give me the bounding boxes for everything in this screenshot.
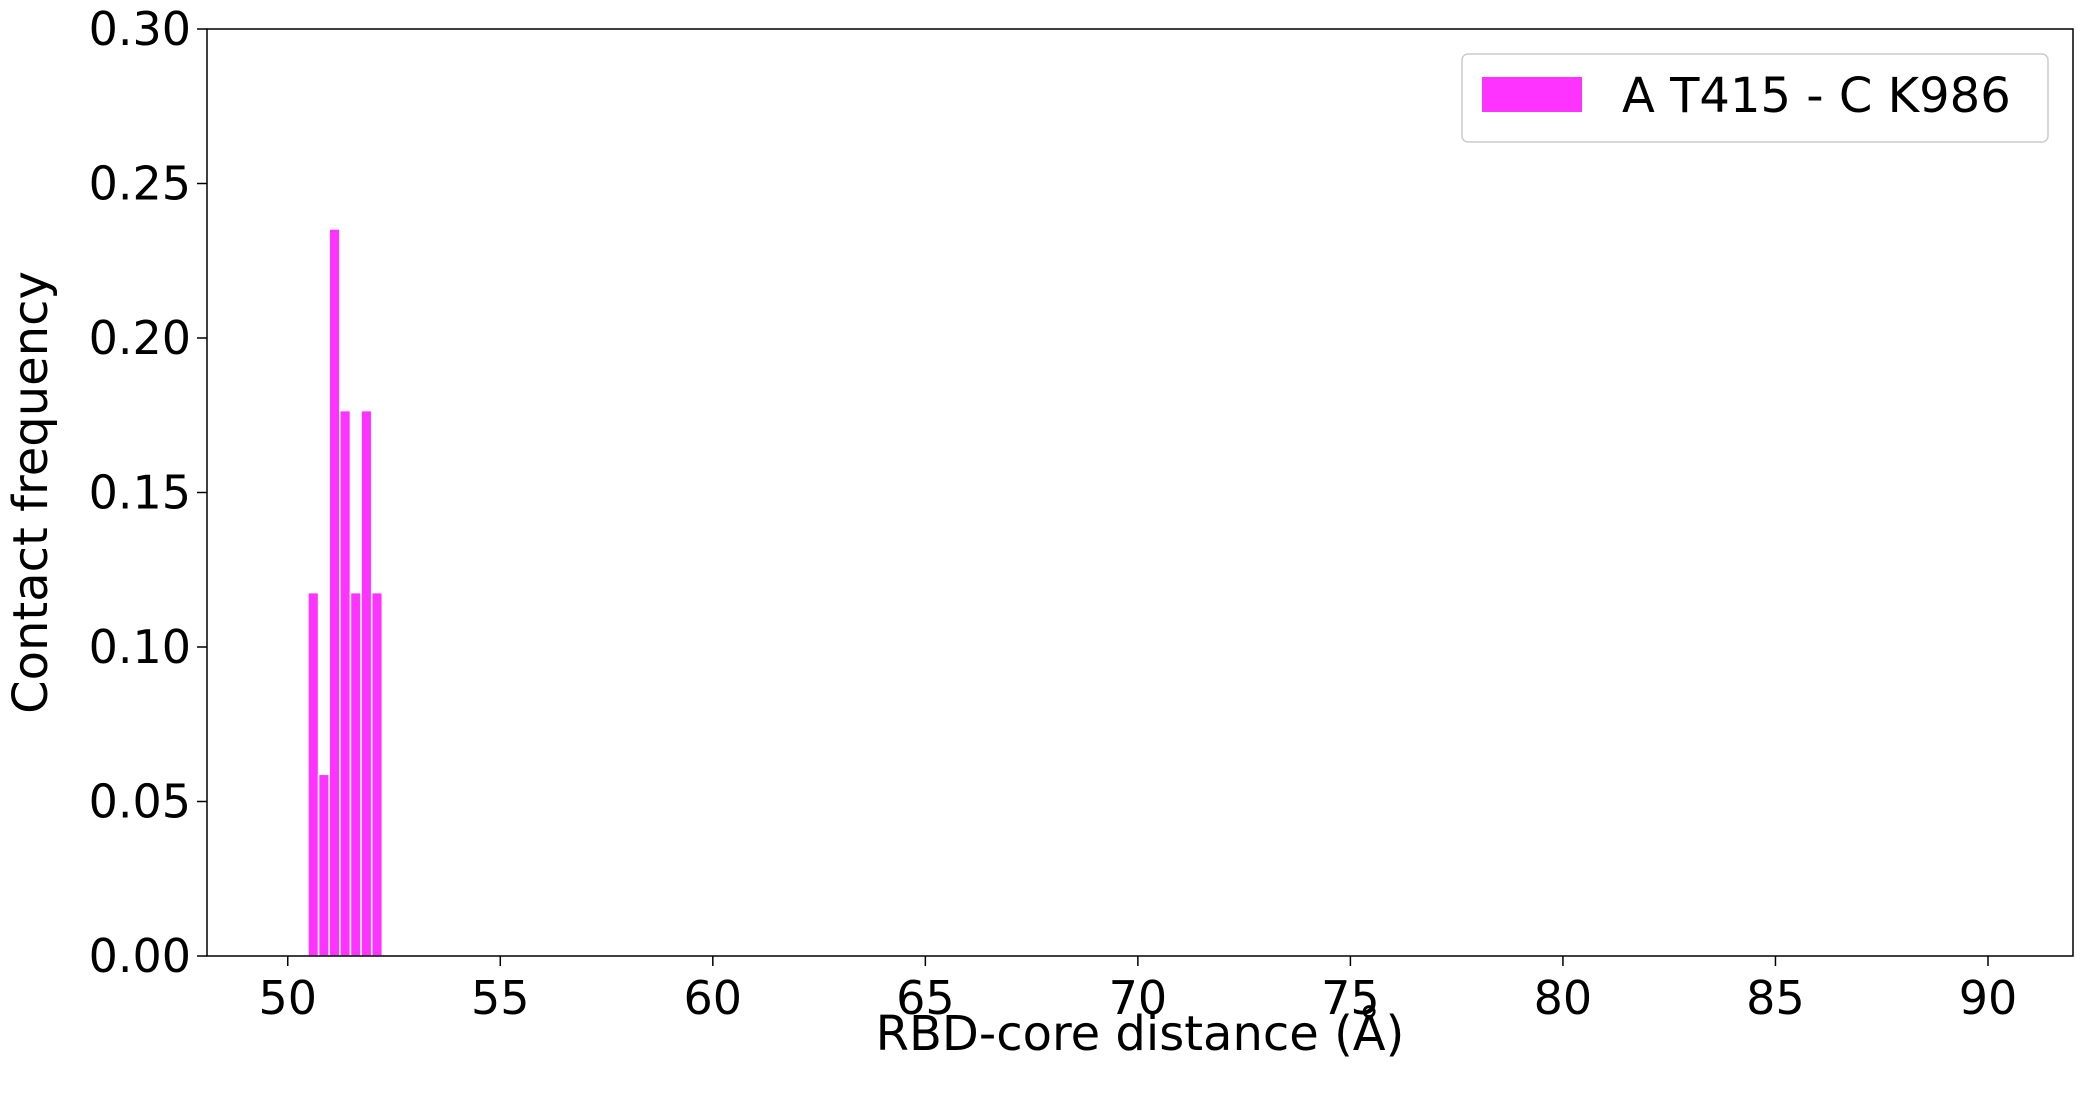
- bar: [360, 409, 373, 957]
- x-tick-label: 80: [1534, 971, 1593, 1025]
- bar: [339, 409, 352, 957]
- y-tick-label: 0.20: [89, 311, 191, 365]
- bar: [370, 591, 384, 957]
- bar: [328, 228, 341, 957]
- x-tick-label: 60: [684, 971, 743, 1025]
- x-tick-label: 90: [1959, 971, 2018, 1025]
- y-tick-label: 0.10: [89, 620, 191, 674]
- x-tick-label: 75: [1321, 971, 1380, 1025]
- y-tick-label: 0.00: [89, 929, 191, 983]
- x-tick-label: 55: [471, 971, 530, 1025]
- legend-box: [1461, 53, 2049, 143]
- x-tick-label: 50: [258, 971, 317, 1025]
- x-tick-label: 85: [1746, 971, 1805, 1025]
- legend-label: A T415 - C K986: [1622, 68, 2011, 124]
- x-tick-label: 70: [1109, 971, 1168, 1025]
- y-tick-label: 0.30: [89, 2, 191, 56]
- x-axis-label: RBD-core distance (Å): [876, 1005, 1405, 1062]
- legend: A T415 - C K986: [1461, 53, 2049, 143]
- x-tick-label: 65: [896, 971, 955, 1025]
- bar: [307, 591, 320, 957]
- y-tick-label: 0.25: [89, 157, 191, 211]
- legend-swatch: [1482, 77, 1582, 112]
- x-axis-ticks: 50 55 60 65 70 75 80 85 90: [258, 956, 2017, 1025]
- bar: [317, 773, 330, 957]
- y-tick-label: 0.15: [89, 466, 191, 520]
- bar: [349, 591, 362, 957]
- y-axis-ticks: 0.00 0.05 0.10 0.15 0.20 0.25 0.30: [89, 2, 207, 983]
- y-axis-label: Contact frequency: [3, 271, 59, 714]
- y-tick-label: 0.05: [89, 775, 191, 829]
